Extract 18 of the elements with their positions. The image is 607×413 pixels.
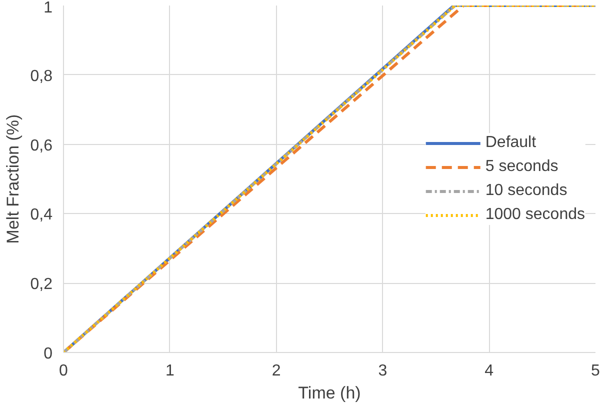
y-tick-label: 0,8 <box>30 68 53 85</box>
legend-label: 10 seconds <box>485 182 568 200</box>
legend-label: 1000 seconds <box>485 206 585 224</box>
x-tick-label: 2 <box>272 362 281 380</box>
y-tick-label: 0,6 <box>30 137 53 154</box>
legend-label: Default <box>485 134 536 152</box>
x-tick-label: 1 <box>165 362 174 380</box>
x-tick-label: 4 <box>484 362 494 380</box>
x-tick-label: 3 <box>378 362 388 380</box>
x-tick-label: 5 <box>591 362 600 380</box>
legend-label: 5 seconds <box>485 158 558 176</box>
y-tick-label: 0,4 <box>30 206 53 224</box>
y-tick-label: 0,2 <box>30 276 53 294</box>
y-axis-title: Melt Fraction (%) <box>3 114 22 244</box>
y-tick-label: 1 <box>44 0 53 16</box>
x-axis-title: Time (h) <box>298 384 361 402</box>
y-tick-label: 0 <box>44 346 53 362</box>
x-tick-label: 0 <box>59 362 68 380</box>
